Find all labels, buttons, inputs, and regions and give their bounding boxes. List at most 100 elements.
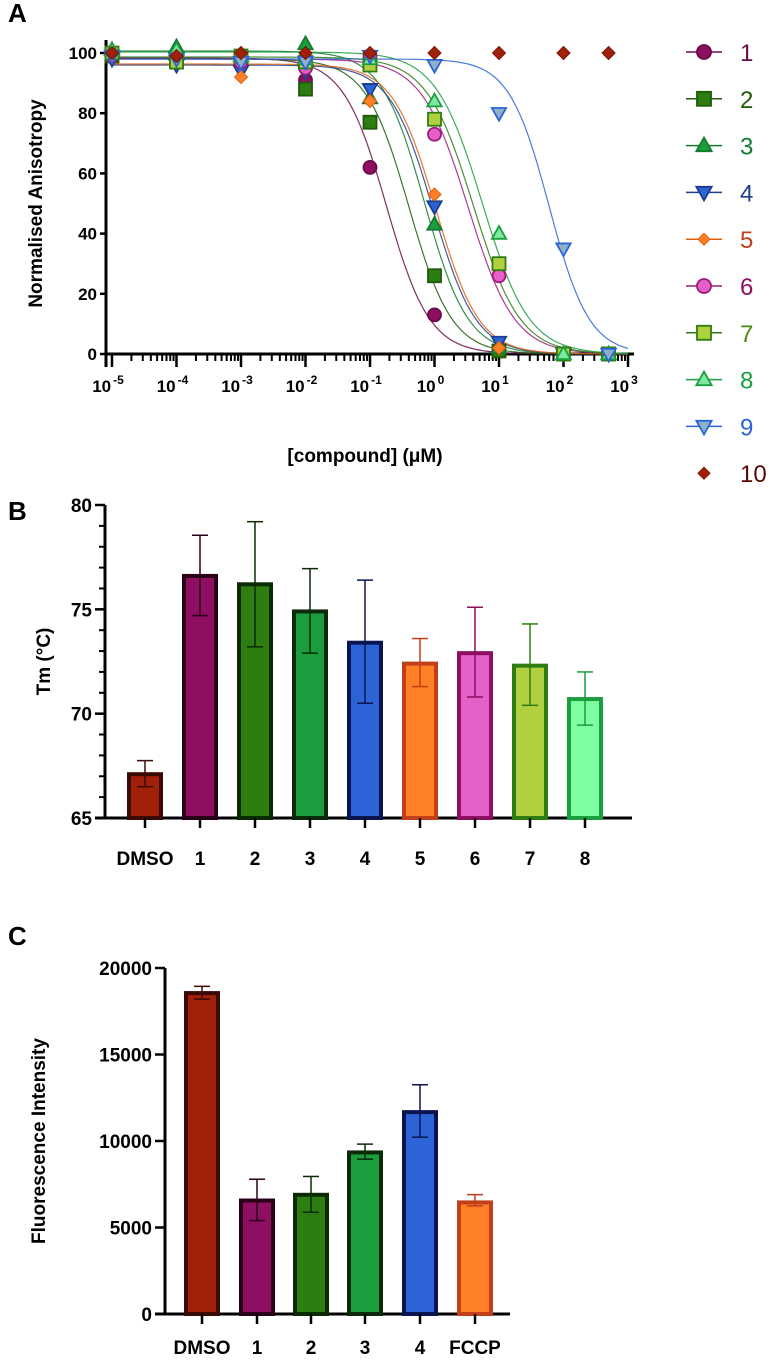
legend-marker-6 [696, 278, 712, 294]
x-tick-label: 10 -4 [157, 373, 189, 396]
x-tick-base: 10 [610, 377, 629, 396]
y-tick-label: 20000 [99, 959, 152, 980]
x-tick-label-2: 2 [306, 1338, 317, 1359]
bar-3 [347, 1150, 383, 1316]
x-tick-label-DMSO: DMSO [174, 1338, 231, 1359]
data-point-series-9 [554, 242, 573, 258]
x-axis-label: [compound] (μM) [287, 446, 442, 467]
y-tick-label: 100 [69, 44, 97, 63]
x-tick-label-4: 4 [360, 849, 371, 870]
data-point-series-10 [233, 45, 249, 61]
legend-marker-9 [694, 419, 714, 437]
data-point-series-5 [491, 340, 507, 356]
y-tick-label: 80 [78, 104, 97, 123]
legend-label-5: 5 [740, 227, 753, 254]
y-axis-label: Fluorescence Intensity [29, 1038, 50, 1244]
data-point-series-4 [425, 200, 444, 216]
y-tick-label: 60 [78, 164, 97, 183]
y-tick-label: 40 [78, 225, 97, 244]
x-tick-label: 10 1 [481, 373, 509, 396]
x-tick-label-3: 3 [305, 849, 316, 870]
y-axis-label: Tm (°C) [34, 628, 55, 696]
panel-b-tm-bar-chart: 65 70 75 80 Tm (°C) DMSO 1 2 3 4 5 6 7 8 [34, 496, 632, 870]
x-tick-exponent: -3 [242, 373, 253, 387]
data-point-series-8 [554, 344, 573, 361]
data-point-series-7 [491, 256, 507, 272]
y-tick-label: 75 [71, 600, 93, 621]
data-point-series-10 [427, 45, 442, 61]
x-tick-label-8: 8 [580, 849, 591, 870]
x-tick-label-4: 4 [415, 1338, 426, 1359]
bar-FCCP [457, 1200, 493, 1317]
x-tick-label-3: 3 [360, 1338, 371, 1359]
data-point-series-10 [601, 45, 616, 61]
x-tick-base: 10 [546, 377, 565, 396]
x-tick-label-2: 2 [250, 849, 261, 870]
x-tick-label: 10 3 [610, 373, 638, 396]
y-tick-label: 65 [71, 809, 93, 830]
data-point-series-2 [298, 81, 313, 97]
legend-marker-4 [694, 185, 714, 203]
x-tick-base: 10 [481, 377, 500, 396]
data-point-series-10 [169, 48, 184, 64]
legend-label-7: 7 [740, 321, 753, 348]
legend-marker-2 [696, 90, 712, 107]
x-tick-label: 10 2 [546, 373, 574, 396]
y-tick-label: 15000 [99, 1046, 152, 1067]
y-tick-label: 70 [71, 705, 92, 726]
bar-DMSO [184, 991, 220, 1317]
x-tick-label: 10 -5 [92, 373, 124, 396]
legend-label-8: 8 [740, 368, 753, 395]
legend-marker-3 [694, 135, 714, 153]
x-tick-label-1: 1 [195, 849, 206, 870]
data-point-series-6 [491, 268, 507, 284]
x-tick-label: 10 -2 [286, 373, 318, 396]
x-tick-label-5: 5 [415, 849, 426, 870]
data-point-series-1 [427, 307, 442, 323]
x-tick-exponent: -2 [307, 373, 318, 387]
data-point-series-5 [362, 93, 378, 109]
x-tick-label: 10 0 [417, 373, 445, 396]
legend-label-3: 3 [740, 134, 753, 161]
x-tick-base: 10 [92, 377, 111, 396]
data-point-series-10 [491, 45, 507, 61]
x-tick-label-1: 1 [252, 1338, 263, 1359]
bar-4 [402, 1110, 438, 1317]
x-tick-label: 10 -3 [221, 373, 253, 396]
data-point-series-10 [104, 45, 120, 61]
y-tick-label: 0 [88, 345, 97, 364]
y-tick-label: 5000 [110, 1219, 152, 1240]
legend-marker-5 [697, 232, 711, 246]
x-tick-exponent: 1 [502, 373, 509, 387]
x-tick-label: 10 -1 [350, 373, 382, 396]
legend-marker-1 [696, 44, 712, 60]
data-point-series-9 [490, 107, 508, 123]
data-point-series-1 [362, 159, 378, 175]
legend-label-9: 9 [740, 414, 753, 441]
data-point-series-2 [362, 114, 378, 130]
legend-marker-7 [696, 324, 712, 341]
data-point-series-4 [361, 83, 379, 99]
y-tick-label: 10000 [99, 1132, 152, 1153]
x-tick-label-6: 6 [470, 849, 481, 870]
data-point-series-8 [425, 91, 444, 108]
data-point-series-5 [233, 69, 249, 85]
x-tick-base: 10 [417, 377, 436, 396]
data-point-series-10 [556, 45, 571, 61]
legend-label-1: 1 [740, 40, 753, 67]
data-point-series-6 [427, 126, 442, 142]
panel-label-b: B [8, 496, 27, 526]
x-tick-exponent: -1 [371, 373, 382, 387]
x-tick-base: 10 [286, 377, 305, 396]
data-point-series-3 [425, 215, 444, 231]
legend-marker-8 [694, 369, 714, 387]
x-tick-label-FCCP: FCCP [449, 1338, 501, 1359]
legend-marker-10 [697, 466, 711, 480]
x-tick-base: 10 [157, 377, 176, 396]
panel-label-c: C [8, 921, 27, 951]
legend-label-4: 4 [740, 180, 753, 207]
x-tick-exponent: 2 [567, 373, 574, 387]
data-point-series-7 [427, 111, 442, 127]
data-point-series-2 [427, 268, 442, 284]
